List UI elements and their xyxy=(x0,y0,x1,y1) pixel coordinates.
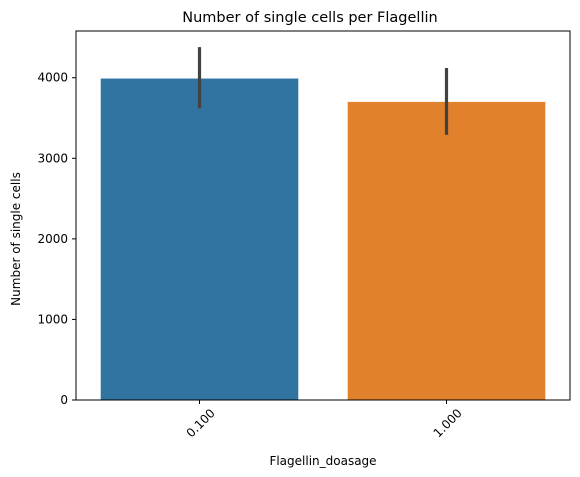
x-tick-label: 0.100 xyxy=(184,406,218,440)
y-axis-label: Number of single cells xyxy=(9,172,23,306)
chart-title: Number of single cells per Flagellin xyxy=(182,10,437,26)
bars-group xyxy=(100,78,546,400)
bar-0.100 xyxy=(100,78,299,400)
x-axis: 0.100 1.000 xyxy=(184,400,465,440)
bar-1.000 xyxy=(347,101,546,400)
y-axis: 0 1000 2000 3000 4000 xyxy=(37,71,76,407)
x-tick-label: 1.000 xyxy=(431,406,465,440)
y-tick-label: 4000 xyxy=(37,71,68,85)
plot-frame xyxy=(75,30,571,401)
y-tick-label: 3000 xyxy=(37,151,68,165)
y-tick-label: 0 xyxy=(60,393,68,407)
y-tick-label: 2000 xyxy=(37,232,68,246)
x-axis-label: Flagellin_doasage xyxy=(269,454,376,468)
error-bars-group xyxy=(197,47,449,135)
y-tick-label: 1000 xyxy=(37,312,68,326)
